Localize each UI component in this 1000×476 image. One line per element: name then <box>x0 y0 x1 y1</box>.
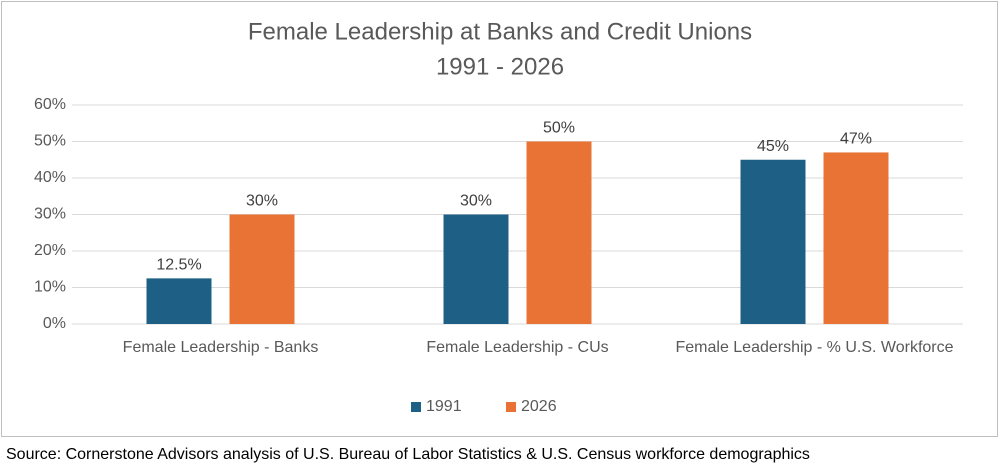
chart-subtitle: 1991 - 2026 <box>436 53 564 80</box>
y-tick-label: 0% <box>43 315 66 332</box>
bar <box>146 278 212 324</box>
data-label: 30% <box>460 193 492 210</box>
y-tick-label: 40% <box>34 169 66 186</box>
x-tick-label: Female Leadership - CUs <box>426 339 608 356</box>
source-note: Source: Cornerstone Advisors analysis of… <box>6 446 810 463</box>
legend-label: 2026 <box>521 398 557 415</box>
bar <box>823 152 889 324</box>
data-label: 47% <box>840 131 872 148</box>
data-label: 45% <box>757 138 789 155</box>
x-tick-label: Female Leadership - % U.S. Workforce <box>675 339 953 356</box>
x-tick-label: Female Leadership - Banks <box>123 339 319 356</box>
bar <box>443 214 509 324</box>
legend-swatch <box>411 402 421 412</box>
y-tick-label: 30% <box>34 206 66 223</box>
bar <box>740 159 806 324</box>
data-label: 50% <box>543 120 575 137</box>
data-label: 30% <box>246 193 278 210</box>
data-label: 12.5% <box>156 257 201 274</box>
y-tick-label: 20% <box>34 242 66 259</box>
legend-label: 1991 <box>426 398 462 415</box>
y-tick-label: 60% <box>34 96 66 113</box>
legend-swatch <box>506 402 516 412</box>
y-tick-label: 50% <box>34 133 66 150</box>
bar <box>229 214 295 324</box>
y-tick-label: 10% <box>34 279 66 296</box>
bar <box>526 141 592 324</box>
chart-title: Female Leadership at Banks and Credit Un… <box>248 18 752 45</box>
